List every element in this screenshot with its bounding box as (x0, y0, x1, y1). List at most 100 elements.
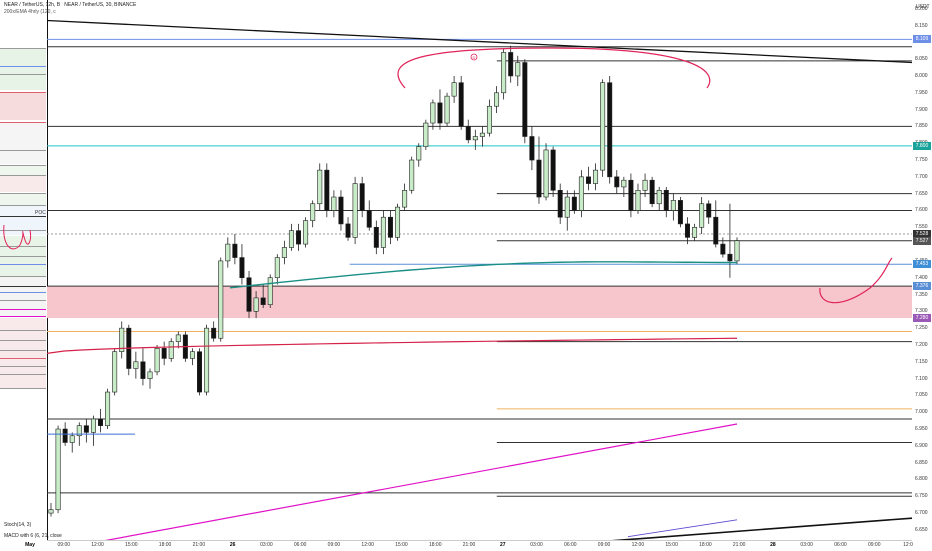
price-tick-label: 7.600 (915, 207, 928, 214)
candle (310, 203, 316, 221)
volume-profile-level (0, 292, 46, 293)
time-tick-label: 18:00 (158, 542, 172, 548)
price-tick-label: 6.650 (915, 526, 928, 533)
candle (387, 216, 393, 238)
candle (83, 425, 89, 433)
time-tick-label: 21:00 (192, 542, 206, 548)
price-tick-label: 7.650 (915, 190, 928, 197)
candle (69, 435, 75, 443)
candle (423, 122, 429, 147)
price-tick-label: 7.900 (915, 106, 928, 113)
time-tick-label: 15:00 (665, 542, 678, 548)
volume-profile-level (0, 366, 46, 367)
price-tick-label: 6.850 (915, 459, 928, 466)
volume-profile-zone (0, 122, 46, 164)
price-tick-label: 7.200 (915, 341, 928, 348)
price-tick-label: 7.250 (915, 325, 928, 332)
left-squiggle (3, 224, 31, 250)
volume-profile-level (0, 150, 46, 151)
candle (479, 132, 485, 137)
candle (621, 179, 627, 188)
candle (288, 230, 294, 248)
volume-profile-level (0, 256, 46, 257)
candle (303, 220, 309, 245)
candle (267, 277, 273, 305)
time-tick-label: 06:00 (564, 542, 577, 548)
candle (607, 82, 613, 178)
candle (218, 260, 224, 339)
volume-profile-level (0, 205, 46, 206)
time-tick-label: 12:0 (903, 542, 913, 548)
time-tick-label: 15:00 (125, 542, 138, 548)
candle (239, 257, 245, 279)
candle (564, 196, 570, 218)
candle (338, 196, 344, 225)
candle (105, 391, 111, 426)
volume-profile-level (0, 122, 46, 123)
volume-profile-zone (0, 165, 46, 175)
candle (501, 52, 507, 94)
volume-profile-level (0, 286, 46, 287)
candle (197, 351, 203, 393)
volume-profile-level (0, 165, 46, 166)
candle (331, 196, 337, 211)
ma-line (46, 337, 738, 354)
price-tick-label: 7.850 (915, 123, 928, 130)
candle (317, 169, 323, 205)
candle (62, 428, 68, 443)
candle (352, 183, 358, 238)
candle (324, 169, 330, 211)
price-tick-label: 8.200 (915, 5, 928, 12)
candle (628, 179, 634, 211)
volume-profile-level (0, 193, 46, 194)
volume-profile-level (0, 246, 46, 247)
candle (402, 190, 408, 208)
price-tick-label: 7.000 (915, 409, 928, 416)
price-tick-label: 7.700 (915, 173, 928, 180)
candle (536, 159, 542, 198)
macd-indicator-label: MACD with 6 (6, 21, close (4, 533, 62, 539)
price-tick-label: 6.800 (915, 476, 928, 483)
volume-profile-level (0, 230, 46, 231)
resistance-zone (47, 286, 912, 319)
candle (189, 351, 195, 359)
time-tick-label: 09:00 (867, 542, 881, 548)
candle (515, 62, 521, 77)
candle (409, 159, 415, 191)
candle (593, 169, 599, 184)
time-tick-label: 18:00 (428, 542, 442, 548)
candle (98, 418, 103, 426)
candle (522, 62, 528, 137)
time-tick-label: 06:00 (293, 542, 307, 548)
candle (133, 361, 139, 369)
candle (380, 216, 386, 248)
candle (685, 223, 690, 238)
volume-profile-zone (0, 193, 46, 205)
currency-label: USDT (916, 4, 930, 10)
candle (140, 361, 146, 379)
candle (635, 190, 641, 211)
volume-profile-zone (0, 277, 46, 317)
candle (727, 253, 733, 262)
volume-profile-zone (0, 92, 46, 120)
price-tick-label: 7.300 (915, 308, 928, 315)
candle (585, 176, 591, 184)
candle (508, 52, 514, 77)
volume-profile-level (0, 309, 46, 310)
time-tick-label: 03:00 (800, 542, 813, 548)
hand-drawn-arc (397, 47, 711, 89)
price-tick-label: 7.050 (915, 392, 928, 399)
candle (296, 230, 302, 245)
candle (366, 210, 372, 228)
price-tag: 7.527 (913, 236, 931, 245)
candle (713, 216, 719, 245)
candle (253, 297, 259, 312)
ascending-trendline (599, 517, 913, 543)
candle (161, 348, 167, 359)
volume-profile-level (0, 74, 46, 75)
time-tick-label: 09:00 (57, 542, 71, 548)
volume-profile-level (0, 340, 46, 341)
candle (175, 334, 181, 342)
time-axis[interactable] (47, 540, 912, 551)
